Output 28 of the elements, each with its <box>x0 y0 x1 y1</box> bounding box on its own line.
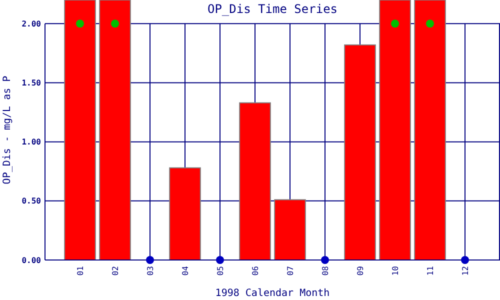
bar <box>344 44 376 260</box>
x-tick-label: 03 <box>146 266 155 276</box>
x-tick-label: 02 <box>110 266 120 276</box>
x-tick-label: 01 <box>76 266 85 276</box>
y-tick-label: 1.00 <box>22 138 42 147</box>
bar <box>274 199 306 260</box>
chart-title: OP_Dis Time Series <box>207 2 338 16</box>
x-tick-label: 11 <box>426 266 435 276</box>
x-tick-label: 12 <box>460 266 470 276</box>
x-tick-label: 07 <box>286 266 295 276</box>
x-tick-label: 06 <box>250 266 260 276</box>
y-tick-label: 0.50 <box>22 196 42 206</box>
bar <box>239 102 271 260</box>
y-tick-label: 1.50 <box>22 78 42 88</box>
x-tick-label: 08 <box>320 266 330 276</box>
x-tick-label: 04 <box>180 266 190 276</box>
bar <box>379 0 411 260</box>
x-tick-label: 09 <box>356 266 365 276</box>
bar <box>414 0 446 260</box>
x-tick-label: 05 <box>216 266 225 276</box>
x-axis-title: 1998 Calendar Month <box>215 288 330 299</box>
y-axis-title: OP_Dis - mg/L as P <box>2 76 13 184</box>
bar <box>64 0 96 260</box>
y-tick-label: 0.00 <box>22 256 42 265</box>
y-tick-label: 2.00 <box>22 19 42 28</box>
x-tick-label: 10 <box>390 266 400 276</box>
bar <box>99 0 131 260</box>
bar <box>169 167 201 260</box>
